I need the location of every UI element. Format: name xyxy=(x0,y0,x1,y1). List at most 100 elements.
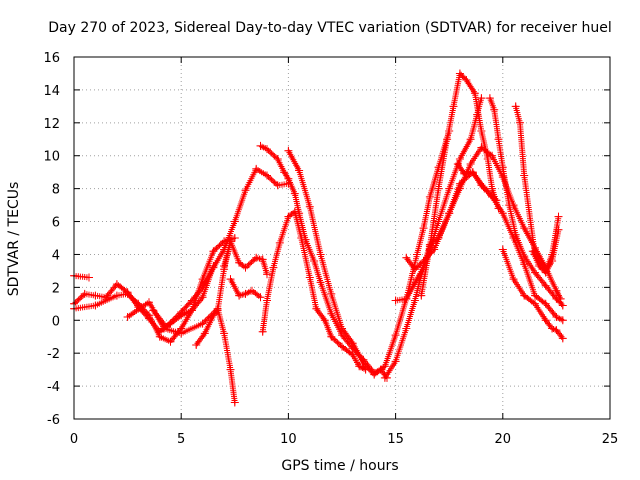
series-sat-e xyxy=(149,164,293,331)
data-point xyxy=(235,258,244,267)
series-sat-q xyxy=(485,94,567,310)
y-tick-label: 4 xyxy=(52,248,60,263)
data-point xyxy=(312,304,321,313)
series-markers xyxy=(392,144,564,304)
data-point xyxy=(284,212,293,221)
data-point xyxy=(162,322,171,331)
data-point xyxy=(327,332,336,341)
data-point xyxy=(305,202,314,211)
data-point xyxy=(466,160,475,168)
data-point xyxy=(198,319,207,328)
axis-ticks xyxy=(73,56,611,420)
data-point xyxy=(402,324,411,333)
data-point xyxy=(149,306,158,315)
data-point xyxy=(443,135,452,144)
data-point xyxy=(284,146,293,155)
data-point xyxy=(413,275,421,284)
data-point xyxy=(520,291,529,300)
y-tick-label: 8 xyxy=(52,183,60,198)
data-point xyxy=(209,263,218,272)
data-point xyxy=(531,291,539,300)
data-point xyxy=(554,212,563,221)
data-point xyxy=(192,341,201,349)
data-point xyxy=(455,155,464,163)
data-point xyxy=(177,308,186,316)
data-point xyxy=(269,263,278,272)
data-point xyxy=(430,245,439,254)
series-sat-h xyxy=(226,275,265,302)
y-tick-label: 6 xyxy=(52,216,60,231)
data-point xyxy=(338,324,346,333)
x-tick-label: 20 xyxy=(495,432,512,447)
data-point xyxy=(230,217,239,226)
data-point xyxy=(402,253,411,262)
data-point xyxy=(531,268,539,277)
data-point xyxy=(145,311,153,320)
series-sat-a xyxy=(70,271,93,282)
data-point xyxy=(177,329,186,338)
data-point xyxy=(209,311,218,320)
data-point xyxy=(198,283,207,292)
data-point xyxy=(200,329,209,338)
data-point xyxy=(273,155,282,163)
data-point xyxy=(402,294,411,303)
data-point xyxy=(280,168,289,177)
data-point xyxy=(209,247,218,256)
data-point xyxy=(391,357,400,366)
data-point xyxy=(528,247,537,256)
x-tick-label: 15 xyxy=(387,432,404,447)
data-point xyxy=(338,342,346,351)
plot-frame xyxy=(73,56,611,420)
data-point xyxy=(488,151,497,160)
data-point xyxy=(483,187,492,196)
data-point xyxy=(91,291,100,300)
data-point xyxy=(520,224,529,233)
data-point xyxy=(410,296,419,305)
x-tick-label: 10 xyxy=(280,432,297,447)
data-point xyxy=(494,204,503,213)
series-sat-p xyxy=(453,160,501,205)
y-tick-label: 16 xyxy=(43,51,60,66)
data-point xyxy=(241,289,250,298)
data-point xyxy=(548,257,557,265)
data-point xyxy=(310,257,319,265)
data-point xyxy=(327,309,336,318)
data-point xyxy=(488,184,497,193)
data-point xyxy=(466,135,475,144)
series-sat-t xyxy=(528,225,563,277)
data-point xyxy=(552,294,561,303)
data-point xyxy=(483,155,492,163)
data-point xyxy=(410,265,419,274)
data-point xyxy=(520,252,529,261)
y-tick-label: 2 xyxy=(52,281,60,296)
data-point xyxy=(445,184,454,193)
y-tick-label: 12 xyxy=(43,117,60,132)
data-point xyxy=(91,301,100,310)
data-point xyxy=(548,324,557,333)
tick-labels: 0 5 10 15 20 25 -6 -4 -2 0 2 4 6 8 10 12 14 16 xyxy=(43,51,618,447)
data-point xyxy=(248,286,256,295)
data-point xyxy=(284,174,293,183)
data-point xyxy=(516,118,524,127)
x-axis-title: GPS time / hours xyxy=(281,458,398,474)
data-point xyxy=(263,145,271,154)
data-point xyxy=(477,94,486,103)
series-sat-i xyxy=(258,207,370,374)
data-point xyxy=(558,301,567,310)
data-point xyxy=(320,316,329,325)
x-tick-label: 25 xyxy=(602,432,619,447)
data-point xyxy=(462,76,471,84)
series-line xyxy=(152,167,289,328)
data-point xyxy=(348,339,357,348)
data-point xyxy=(226,275,235,284)
data-point xyxy=(445,209,454,218)
data-point xyxy=(187,296,196,305)
series-sat-r xyxy=(498,245,567,343)
data-point xyxy=(453,160,462,168)
data-point xyxy=(258,255,267,264)
grid xyxy=(74,57,610,419)
data-point xyxy=(155,332,164,341)
data-point xyxy=(275,238,284,247)
data-point xyxy=(498,163,507,172)
data-point xyxy=(449,102,458,111)
